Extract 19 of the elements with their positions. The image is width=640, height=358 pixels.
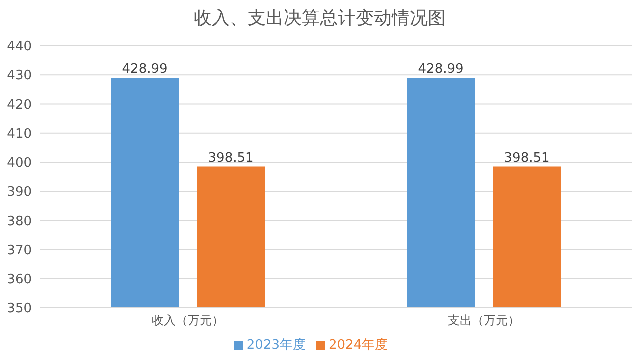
y-tick-label: 370 bbox=[7, 243, 32, 258]
chart-title: 收入、支出决算总计变动情况图 bbox=[193, 7, 447, 30]
y-tick-label: 410 bbox=[7, 126, 32, 142]
y-tick-label: 440 bbox=[7, 40, 32, 55]
y-tick-label: 420 bbox=[7, 98, 32, 113]
data-label: 428.99 bbox=[418, 62, 464, 78]
y-tick-label: 350 bbox=[7, 302, 32, 317]
y-tick-label: 430 bbox=[7, 68, 32, 84]
data-label: 398.51 bbox=[208, 150, 254, 166]
legend-label: 2024年度 bbox=[329, 338, 388, 353]
y-tick-label: 360 bbox=[7, 272, 32, 288]
y-tick-label: 400 bbox=[7, 156, 32, 172]
y-tick-label: 390 bbox=[7, 185, 32, 200]
x-tick-label: 支出（万元） bbox=[448, 314, 520, 328]
x-tick-label: 收入（万元） bbox=[152, 314, 224, 328]
y-tick-label: 380 bbox=[7, 214, 32, 230]
data-label: 398.51 bbox=[504, 150, 550, 166]
data-label: 428.99 bbox=[122, 62, 168, 78]
legend-label: 2023年度 bbox=[246, 338, 306, 353]
